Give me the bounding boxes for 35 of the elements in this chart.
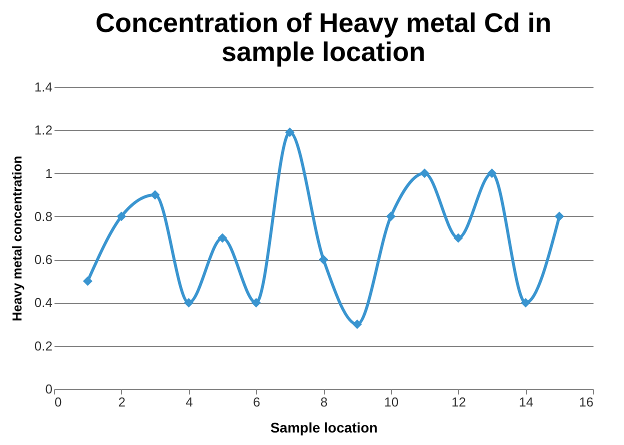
point xyxy=(487,168,497,178)
y-axis-title: Heavy metal concentration xyxy=(9,156,24,322)
y-tick-label: 0.2 xyxy=(34,338,52,354)
y-tick-label: 1 xyxy=(45,166,52,181)
point xyxy=(352,320,362,330)
chart-title: Concentration of Heavy metal Cd in sample location xyxy=(95,8,552,67)
y-tick-label: 0.4 xyxy=(34,295,52,310)
x-tick-label: 2 xyxy=(118,394,126,410)
x-axis-title: Sample location xyxy=(270,420,378,436)
point xyxy=(420,168,430,178)
x-tick-label: 14 xyxy=(518,394,534,410)
x-tick-label: 16 xyxy=(579,394,594,410)
x-tick-label: 4 xyxy=(186,394,193,410)
y-tick-label: 0.8 xyxy=(34,208,52,224)
y-tick-label: 0 xyxy=(45,382,52,396)
point xyxy=(386,212,396,222)
point xyxy=(82,276,92,286)
y-tick-label: 1.4 xyxy=(34,80,52,94)
point xyxy=(285,128,295,138)
point xyxy=(218,233,228,243)
point xyxy=(454,233,463,243)
x-tick-label: 10 xyxy=(384,394,399,410)
y-tick-label: 0.6 xyxy=(34,252,52,268)
point xyxy=(150,190,160,200)
point xyxy=(251,298,261,308)
point xyxy=(116,212,126,222)
x-tick-label: 12 xyxy=(452,394,466,410)
x-tick-label: 6 xyxy=(253,394,260,410)
x-tick-label: 8 xyxy=(320,394,328,410)
y-tick-label: 1.2 xyxy=(34,122,52,138)
point xyxy=(554,212,564,222)
point xyxy=(520,298,530,308)
point xyxy=(184,298,194,308)
point xyxy=(318,254,328,264)
x-tick-label: 0 xyxy=(54,394,62,410)
